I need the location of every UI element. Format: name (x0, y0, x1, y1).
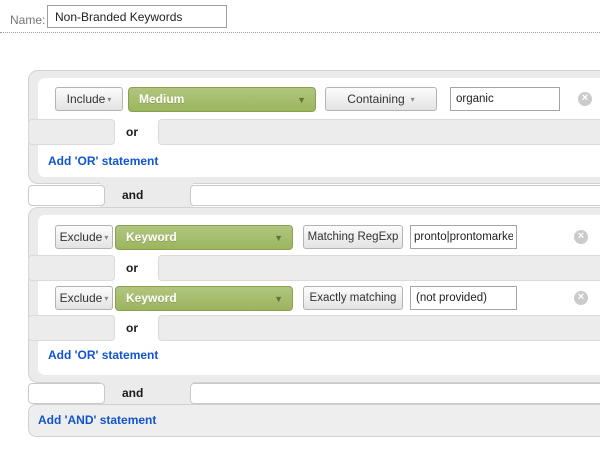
dimension-select[interactable]: Keyword ▼ (115, 225, 293, 250)
dropdown-caret-icon: ▾ (107, 95, 112, 104)
operator-select[interactable]: Matching RegExp (303, 225, 403, 249)
filter-value-input[interactable] (450, 87, 560, 111)
dropdown-caret-icon: ▾ (410, 95, 415, 104)
name-label: Name: (10, 13, 46, 27)
empty-and-slot (190, 185, 600, 206)
empty-or-slot (28, 255, 115, 281)
exclude-verb-button[interactable]: Exclude ▾ (55, 225, 113, 249)
or-connector-label: or (126, 261, 138, 275)
operator-select[interactable]: Containing ▾ (325, 87, 437, 111)
filter-value-input[interactable] (410, 286, 517, 310)
dropdown-caret-icon: ▼ (297, 95, 306, 105)
dropdown-caret-icon: ▾ (104, 233, 109, 242)
section-divider (0, 32, 600, 33)
dimension-label: Keyword (126, 230, 177, 244)
dimension-label: Keyword (126, 291, 177, 305)
empty-or-slot (158, 315, 600, 341)
add-and-statement-link[interactable]: Add 'AND' statement (38, 413, 157, 427)
filter-value-input[interactable] (410, 225, 517, 249)
remove-condition-icon[interactable]: × (574, 291, 588, 305)
empty-or-slot (158, 119, 600, 145)
empty-or-slot (158, 255, 600, 281)
dropdown-caret-icon: ▾ (104, 294, 109, 303)
name-input[interactable] (47, 5, 227, 28)
dimension-select[interactable]: Keyword ▼ (115, 286, 293, 311)
operator-select[interactable]: Exactly matching (303, 286, 403, 310)
or-connector-label: or (126, 321, 138, 335)
verb-label: Exclude (59, 230, 103, 244)
empty-and-slot (190, 383, 600, 404)
add-and-bar (28, 404, 600, 437)
add-or-statement-link[interactable]: Add 'OR' statement (48, 154, 159, 168)
include-verb-button[interactable]: Include ▾ (55, 87, 123, 111)
and-connector-label: and (122, 386, 144, 400)
add-or-statement-link[interactable]: Add 'OR' statement (48, 348, 159, 362)
dimension-label: Medium (139, 92, 185, 106)
and-connector (100, 183, 193, 207)
dimension-select[interactable]: Medium ▼ (128, 87, 316, 112)
and-connector (100, 382, 193, 404)
empty-and-slot (28, 383, 105, 404)
verb-label: Include (66, 92, 106, 106)
empty-and-slot (28, 185, 105, 206)
dropdown-caret-icon: ▼ (274, 233, 283, 243)
empty-or-slot (28, 315, 115, 341)
verb-label: Exclude (59, 291, 103, 305)
operator-label: Containing (347, 92, 405, 106)
empty-or-slot (28, 119, 115, 145)
dropdown-caret-icon: ▼ (274, 294, 283, 304)
remove-condition-icon[interactable]: × (578, 92, 592, 106)
or-connector-label: or (126, 125, 138, 139)
remove-condition-icon[interactable]: × (574, 230, 588, 244)
and-connector-label: and (122, 188, 144, 202)
exclude-verb-button[interactable]: Exclude ▾ (55, 286, 113, 310)
